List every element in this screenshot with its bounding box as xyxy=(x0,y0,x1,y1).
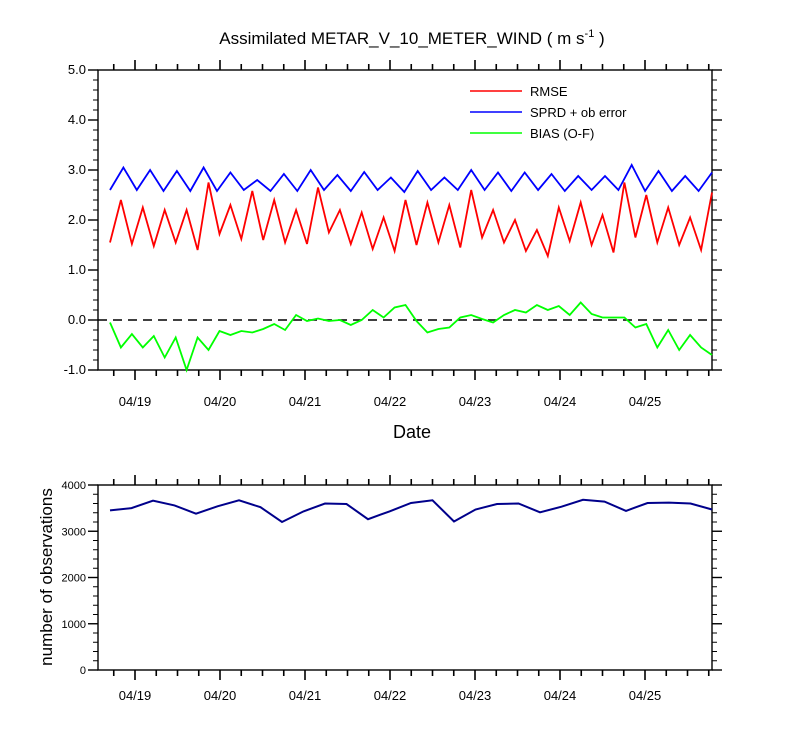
legend-label-rmse: RMSE xyxy=(530,84,568,99)
y-tick-label: 2.0 xyxy=(68,212,86,227)
x-tick-label: 04/24 xyxy=(544,688,577,703)
x-tick-label: 04/21 xyxy=(289,688,322,703)
top-y-tick-labels: 5.0 4.0 3.0 2.0 1.0 0.0 -1.0 xyxy=(64,62,86,377)
y-tick-label: 4.0 xyxy=(68,112,86,127)
x-tick-label: 04/25 xyxy=(629,394,662,409)
bottom-plot-frame xyxy=(97,484,713,671)
y-tick-label: 0 xyxy=(80,665,86,677)
top-series-group xyxy=(109,163,713,373)
series-line-sprd xyxy=(109,163,713,194)
y-axis-label-observations: number of observations xyxy=(37,488,56,666)
bottom-series-group xyxy=(109,498,713,524)
x-tick-label: 04/19 xyxy=(119,688,152,703)
legend-label-sprd: SPRD + ob error xyxy=(530,105,627,120)
x-axis-label: Date xyxy=(393,422,431,442)
legend: RMSE SPRD + ob error BIAS (O-F) xyxy=(470,84,627,141)
x-tick-label: 04/19 xyxy=(119,394,152,409)
y-tick-label: 1.0 xyxy=(68,262,86,277)
x-tick-label: 04/24 xyxy=(544,394,577,409)
y-tick-label: 3000 xyxy=(62,526,86,538)
top-axis-ticks xyxy=(88,60,722,380)
x-tick-label: 04/20 xyxy=(204,688,237,703)
x-tick-label: 04/25 xyxy=(629,688,662,703)
x-tick-label: 04/23 xyxy=(459,394,492,409)
top-x-tick-labels: 04/19 04/20 04/21 04/22 04/23 04/24 04/25 xyxy=(119,394,662,409)
x-tick-label: 04/22 xyxy=(374,688,407,703)
bottom-axis-ticks xyxy=(88,475,722,680)
x-tick-label: 04/23 xyxy=(459,688,492,703)
x-tick-label: 04/21 xyxy=(289,394,322,409)
y-tick-label: -1.0 xyxy=(64,362,86,377)
series-line-observations xyxy=(109,498,713,524)
y-tick-label: 0.0 xyxy=(68,312,86,327)
series-line-bias xyxy=(109,301,713,373)
y-tick-label: 4000 xyxy=(62,480,86,492)
legend-label-bias: BIAS (O-F) xyxy=(530,126,594,141)
chart-title: Assimilated METAR_V_10_METER_WIND ( m s-… xyxy=(219,28,604,48)
series-line-rmse xyxy=(109,182,713,259)
y-tick-label: 2000 xyxy=(62,573,86,585)
y-tick-label: 5.0 xyxy=(68,62,86,77)
y-tick-label: 1000 xyxy=(62,619,86,631)
bottom-y-tick-labels: 4000 3000 2000 1000 0 xyxy=(62,480,86,677)
x-tick-label: 04/20 xyxy=(204,394,237,409)
x-tick-label: 04/22 xyxy=(374,394,407,409)
y-tick-label: 3.0 xyxy=(68,162,86,177)
bottom-x-tick-labels: 04/19 04/20 04/21 04/22 04/23 04/24 04/25 xyxy=(119,688,662,703)
